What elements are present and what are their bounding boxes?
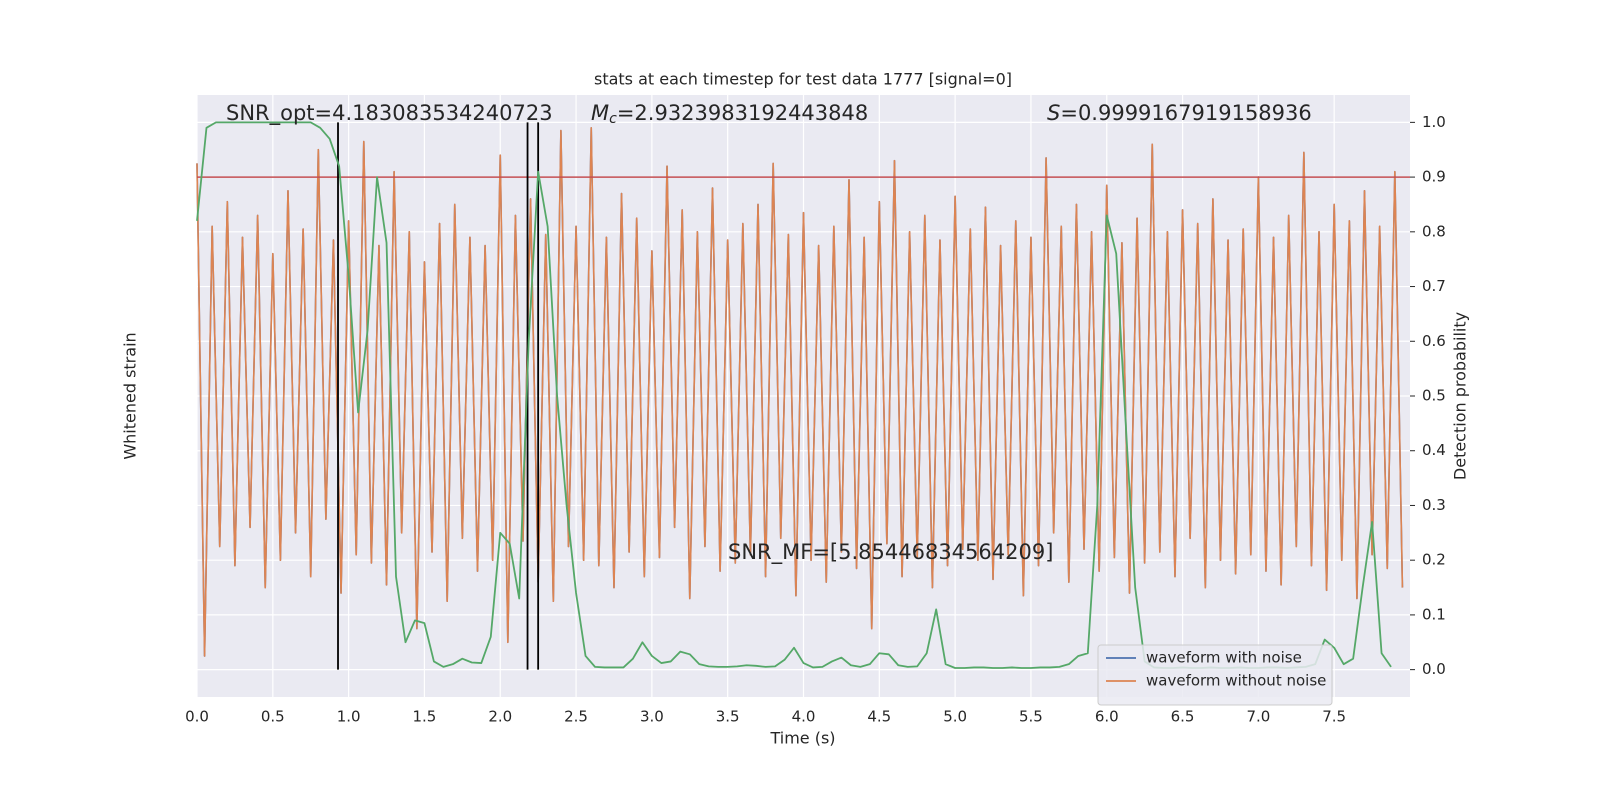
legend-box: [1097, 644, 1333, 706]
x-tick-label: 2.5: [564, 708, 588, 726]
x-tick-label: 0.5: [261, 708, 285, 726]
series-line: [196, 127, 1404, 657]
x-tick-label: 2.0: [488, 708, 512, 726]
y2-tick-label: 0.7: [1422, 277, 1446, 295]
legend-label: waveform without noise: [1146, 672, 1326, 690]
y2-tick-label: 0.1: [1422, 605, 1446, 623]
y2-axis-label: Detection probability: [1451, 312, 1470, 480]
annotation-value: =0.9999167919158936: [1060, 101, 1311, 125]
annotation: SNR_opt=4.183083534240723: [226, 101, 553, 126]
annotation-symbol: M: [591, 101, 609, 125]
x-axis-label: Time (s): [769, 729, 835, 748]
chart-title: stats at each timestep for test data 177…: [594, 70, 1012, 89]
x-tick-label: 5.0: [943, 708, 967, 726]
annotation-value: =2.9323983192443848: [617, 101, 868, 125]
x-tick-label: 7.5: [1322, 708, 1346, 726]
x-tick-label: 6.0: [1095, 708, 1119, 726]
y2-tick-label: 0.2: [1422, 551, 1446, 569]
annotation: Mc=2.9323983192443848: [591, 101, 868, 127]
y2-tick-label: 0.6: [1422, 332, 1446, 350]
annotation-subscript: c: [609, 111, 617, 127]
x-tick-label: 7.0: [1246, 708, 1270, 726]
y2-tick-label: 0.8: [1422, 222, 1446, 240]
y2-tick-label: 1.0: [1422, 113, 1446, 131]
x-tick-label: 6.5: [1171, 708, 1195, 726]
y2-tick-label: 0.9: [1422, 168, 1446, 186]
y2-tick-label: 0.3: [1422, 496, 1446, 514]
annotation: S=0.9999167919158936: [1047, 101, 1312, 125]
y2-tick-label: 0.4: [1422, 441, 1446, 459]
y2-tick-label: 0.0: [1422, 660, 1446, 678]
annotation-symbol: S: [1047, 101, 1060, 125]
x-tick-label: 4.5: [867, 708, 891, 726]
x-tick-label: 3.5: [716, 708, 740, 726]
x-tick-label: 1.0: [337, 708, 361, 726]
x-tick-label: 0.0: [185, 708, 209, 726]
annotation: SNR_MF=[5.85446834564209]: [728, 540, 1053, 565]
x-tick-label: 5.5: [1019, 708, 1043, 726]
legend-label: waveform with noise: [1146, 649, 1302, 667]
x-tick-label: 4.0: [792, 708, 816, 726]
x-tick-label: 1.5: [413, 708, 437, 726]
y-axis-label: Whitened strain: [121, 332, 140, 459]
y2-tick-label: 0.5: [1422, 387, 1446, 405]
x-tick-label: 3.0: [640, 708, 664, 726]
